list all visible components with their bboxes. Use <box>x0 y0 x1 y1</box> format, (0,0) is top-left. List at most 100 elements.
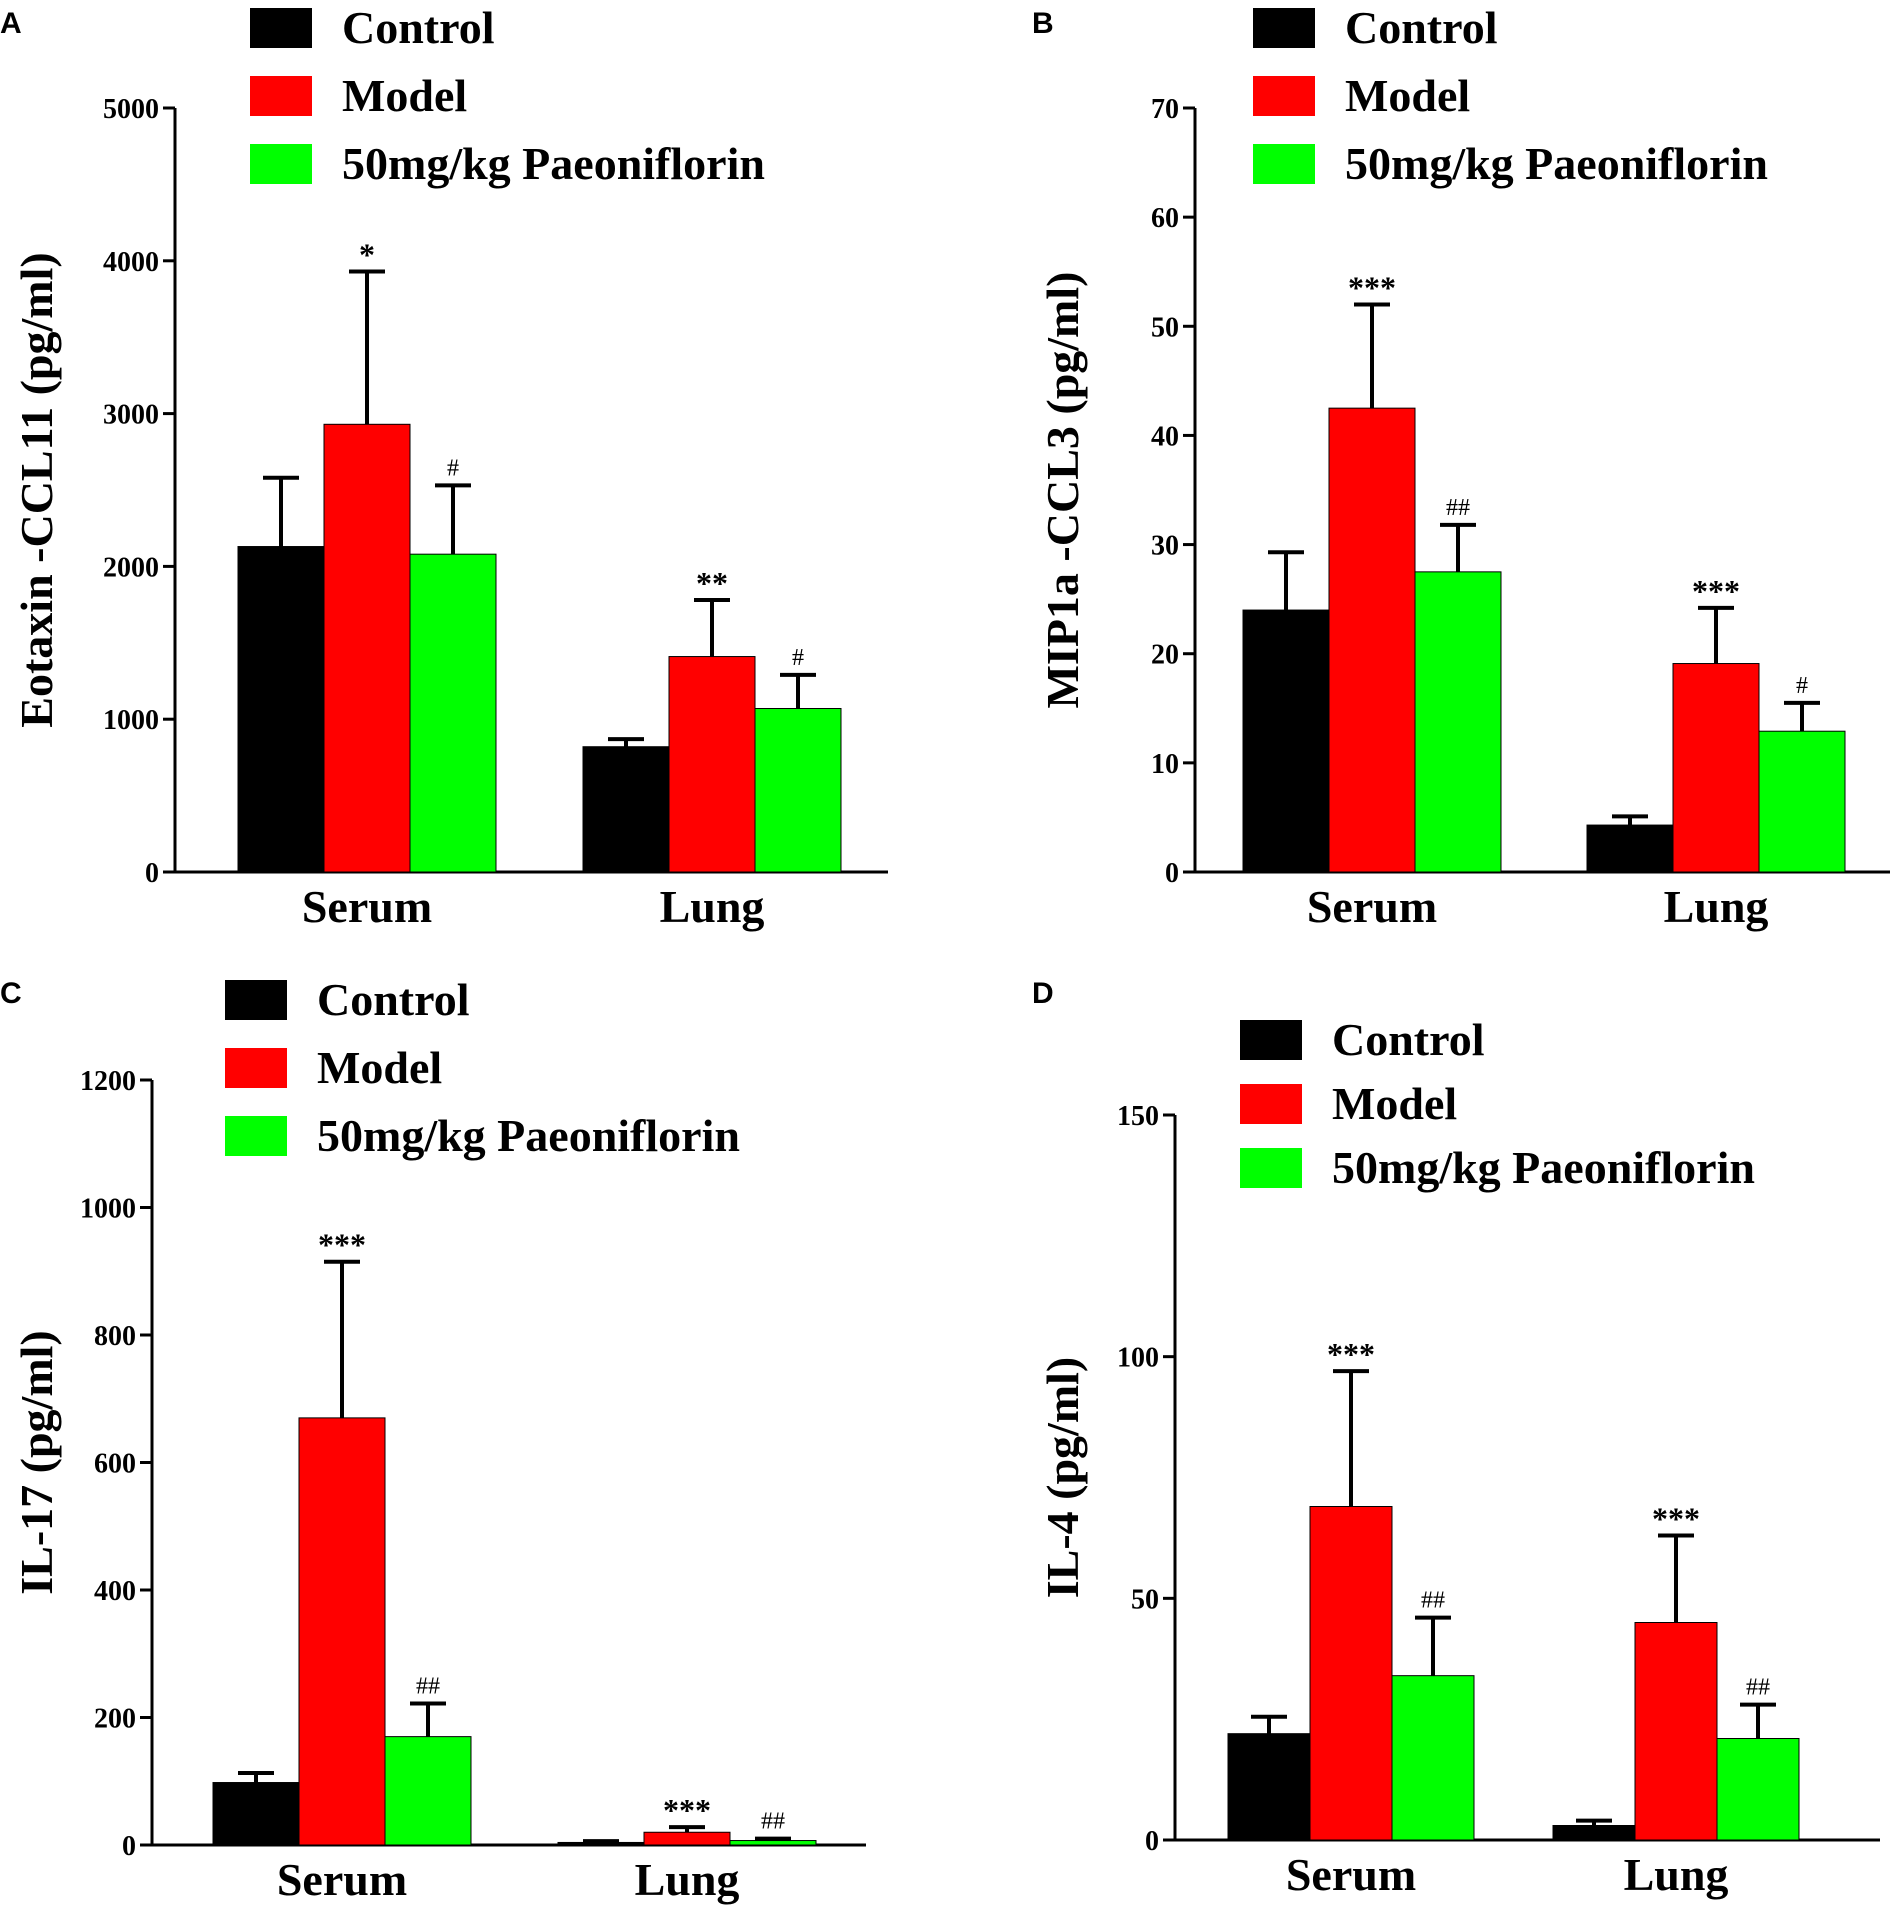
legend-label: Control <box>1345 2 1498 53</box>
panel-letter: C <box>0 977 22 1010</box>
significance-label: # <box>792 645 804 671</box>
y-tick-label: 100 <box>1117 1343 1159 1374</box>
y-tick-label: 50 <box>1151 312 1179 343</box>
bar <box>1391 1675 1475 1841</box>
legend-swatch <box>250 8 312 48</box>
y-tick-label: 20 <box>1151 640 1179 671</box>
y-tick-label: 0 <box>122 1831 136 1862</box>
bar <box>1758 730 1846 873</box>
significance-label: ## <box>1446 495 1470 521</box>
x-tick-label: Lung <box>1624 1849 1729 1900</box>
y-tick-label: 40 <box>1151 421 1179 452</box>
legend-label: Model <box>1332 1078 1457 1129</box>
legend-swatch <box>1240 1148 1302 1188</box>
y-tick-label: 1000 <box>80 1194 136 1225</box>
y-tick-label: 1000 <box>103 705 159 736</box>
y-tick-label: 30 <box>1151 531 1179 562</box>
x-tick-label: Lung <box>1664 881 1769 932</box>
y-tick-label: 0 <box>1165 858 1179 889</box>
x-tick-label: Serum <box>277 1854 407 1905</box>
significance-label: *** <box>1348 269 1396 305</box>
significance-label: *** <box>318 1227 366 1263</box>
significance-label: # <box>1796 673 1808 699</box>
x-tick-label: Serum <box>1307 881 1437 932</box>
bar <box>1414 571 1502 873</box>
y-tick-label: 2000 <box>103 552 159 583</box>
y-tick-label: 70 <box>1151 94 1179 125</box>
significance-label: ## <box>1421 1588 1445 1614</box>
y-tick-label: 150 <box>1117 1101 1159 1132</box>
y-tick-label: 60 <box>1151 203 1179 234</box>
panel-B: B Control Model 50mg/kg Paeoniflorin MIP1a -… <box>1032 2 1890 932</box>
x-tick-label: Lung <box>660 881 765 932</box>
y-tick-label: 3000 <box>103 400 159 431</box>
legend-swatch <box>225 1116 287 1156</box>
significance-label: * <box>359 236 375 272</box>
legend-swatch <box>225 980 287 1020</box>
panel-C: C Control Model 50mg/kg Paeoniflorin IL-17 (… <box>0 974 866 1905</box>
bar <box>298 1417 386 1846</box>
y-axis-label: Eotaxin -CCL11 (pg/ml) <box>11 252 62 727</box>
significance-label: *** <box>1652 1501 1700 1537</box>
bar <box>1242 609 1330 873</box>
legend-swatch <box>1240 1020 1302 1060</box>
y-tick-label: 600 <box>94 1449 136 1480</box>
x-tick-label: Lung <box>635 1854 740 1905</box>
y-tick-label: 1200 <box>80 1066 136 1097</box>
significance-label: ** <box>696 565 728 601</box>
bar <box>643 1831 731 1846</box>
y-tick-label: 0 <box>145 858 159 889</box>
y-tick-label: 50 <box>1131 1584 1159 1615</box>
panel-letter: A <box>0 7 22 40</box>
y-axis-label: IL-17 (pg/ml) <box>11 1330 62 1595</box>
bar <box>237 546 325 873</box>
y-tick-label: 0 <box>1145 1826 1159 1857</box>
y-tick-label: 800 <box>94 1321 136 1352</box>
significance-label: ## <box>1746 1675 1770 1701</box>
legend-label: 50mg/kg Paeoniflorin <box>317 1110 740 1161</box>
legend-label: Control <box>317 974 470 1025</box>
legend-swatch <box>1253 144 1315 184</box>
legend-label: Control <box>1332 1014 1485 1065</box>
legend-swatch <box>1253 76 1315 116</box>
legend-label: Control <box>342 2 495 53</box>
bar <box>1586 824 1674 873</box>
significance-label: ## <box>761 1809 785 1835</box>
bar <box>212 1782 300 1846</box>
legend-label: 50mg/kg Paeoniflorin <box>1332 1142 1755 1193</box>
bar <box>754 708 842 873</box>
legend-swatch <box>250 144 312 184</box>
bar <box>1328 407 1416 873</box>
panel-letter: B <box>1032 7 1054 40</box>
significance-label: *** <box>663 1792 711 1828</box>
bar <box>1634 1622 1718 1841</box>
significance-label: # <box>447 455 459 481</box>
bar <box>384 1736 472 1846</box>
legend-label: 50mg/kg Paeoniflorin <box>1345 138 1768 189</box>
bar <box>409 553 497 873</box>
legend-swatch <box>1253 8 1315 48</box>
panel-D: D Control Model 50mg/kg Paeoniflorin IL-4 (p… <box>1032 977 1880 1900</box>
bar <box>1309 1506 1393 1841</box>
significance-label: *** <box>1327 1336 1375 1372</box>
legend-label: Model <box>1345 70 1470 121</box>
bar <box>557 1841 645 1846</box>
panel-letter: D <box>1032 977 1054 1010</box>
bar <box>729 1840 817 1846</box>
y-tick-label: 200 <box>94 1704 136 1735</box>
y-tick-label: 5000 <box>103 94 159 125</box>
bar <box>582 746 670 873</box>
legend-label: 50mg/kg Paeoniflorin <box>342 138 765 189</box>
bar <box>668 656 756 873</box>
panel-A: A Control Model 50mg/kg Paeoniflorin Eotaxin… <box>0 2 888 932</box>
y-tick-label: 400 <box>94 1576 136 1607</box>
x-tick-label: Serum <box>1286 1849 1416 1900</box>
legend-swatch <box>225 1048 287 1088</box>
y-axis-label: IL-4 (pg/ml) <box>1037 1357 1088 1599</box>
bar <box>1552 1825 1636 1841</box>
y-tick-label: 10 <box>1151 749 1179 780</box>
bar <box>1716 1738 1800 1841</box>
bar <box>1672 663 1760 873</box>
y-axis-label: MIP1a -CCL3 (pg/ml) <box>1037 272 1088 709</box>
